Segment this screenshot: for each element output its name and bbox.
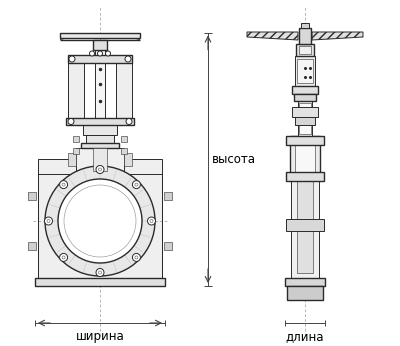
Bar [28,242,36,250]
Bar [35,278,165,286]
Bar [164,192,172,200]
Bar [299,103,311,134]
Circle shape [132,181,140,189]
Bar [66,118,134,125]
Text: длина: длина [286,330,324,343]
Polygon shape [312,32,363,40]
Bar [295,138,315,179]
Circle shape [125,56,131,62]
Bar [301,23,309,28]
Bar [299,28,311,44]
Circle shape [60,181,68,189]
Bar [60,33,140,37]
Bar [93,148,107,171]
Circle shape [96,165,104,173]
Bar [298,101,312,136]
Bar [285,278,325,286]
Circle shape [126,118,132,125]
Circle shape [68,118,74,125]
Bar [291,172,319,278]
Polygon shape [247,32,298,40]
Circle shape [44,217,52,225]
Bar [297,177,313,273]
Bar [68,153,76,166]
Bar [299,46,311,54]
Bar [296,44,314,56]
Bar [73,136,79,142]
Bar [164,242,172,250]
Bar [121,148,127,154]
Bar [86,135,114,143]
Bar [124,153,132,166]
Bar [286,219,324,231]
Bar [121,136,127,142]
Circle shape [90,51,94,56]
Bar [68,63,84,118]
Circle shape [58,179,142,263]
Bar [292,107,318,117]
Bar [28,192,36,200]
Bar [93,39,107,49]
Text: ширина: ширина [76,330,124,343]
Bar [295,56,315,86]
Bar [295,117,315,125]
Bar [95,49,105,118]
Text: высота: высота [212,153,256,166]
Bar [294,94,316,101]
Bar [81,143,119,148]
Circle shape [69,56,75,62]
Bar [287,286,323,300]
Bar [286,136,324,145]
Bar [83,125,117,135]
Circle shape [106,51,110,56]
Bar [76,148,124,174]
Circle shape [132,253,140,262]
Circle shape [148,217,156,225]
Circle shape [60,253,68,262]
Circle shape [96,268,104,276]
Bar [292,86,318,94]
Bar [68,55,132,63]
Bar [286,172,324,181]
Bar [297,59,313,83]
Circle shape [98,51,102,56]
Circle shape [45,166,155,276]
Bar [38,159,162,278]
Bar [73,148,79,154]
Bar [116,63,132,118]
Bar [290,136,320,181]
